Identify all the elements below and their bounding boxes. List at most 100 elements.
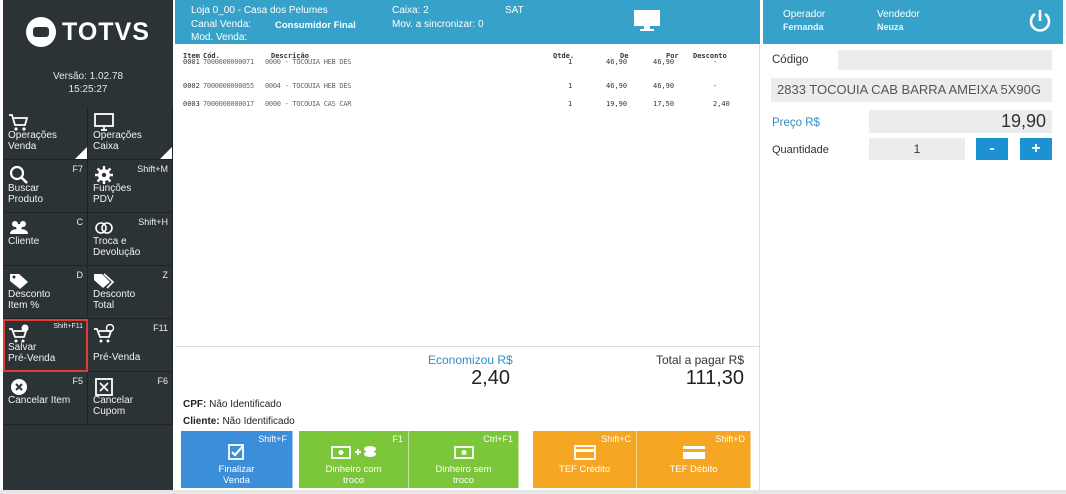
operacoes-venda-button[interactable]: Operações Venda <box>3 107 88 160</box>
cell-item: 0003 <box>183 100 200 108</box>
logo-text: TOTVS <box>62 17 150 46</box>
button-label: Cancelar Cupom <box>93 395 134 417</box>
shortcut-label: F1 <box>392 434 403 444</box>
button-label: TEF Crédito <box>558 464 611 475</box>
desconto-item-button[interactable]: D Desconto Item % <box>3 266 88 319</box>
store-info-bar: Loja 0_00 - Casa dos Pelumes Canal Venda… <box>175 0 760 44</box>
cell-de: 19,90 <box>606 100 628 108</box>
shortcut-label: Shift+D <box>715 434 745 444</box>
total-value: 111,30 <box>685 367 744 389</box>
cell-qtde: 1 <box>568 82 573 90</box>
increase-quantity-button[interactable]: + <box>1020 138 1052 160</box>
dinheiro-sem-troco-button[interactable]: Ctrl+F1 Dinheiro sem troco <box>409 431 519 488</box>
operador-label: Operador <box>783 9 826 20</box>
table-row[interactable]: 0001 7000000000071 0000 - TOCOUIA HEB DE… <box>183 58 743 76</box>
buscar-produto-button[interactable]: F7 Buscar Produto <box>3 160 88 213</box>
totvs-logo: TOTVS <box>3 0 173 64</box>
codigo-input[interactable] <box>838 50 1052 70</box>
shortcut-label: F7 <box>72 164 83 174</box>
power-icon[interactable] <box>1027 8 1053 37</box>
shortcut-label: F11 <box>153 323 168 333</box>
tef-credito-button[interactable]: Shift+C TEF Crédito <box>533 431 637 488</box>
cliente-label: Cliente: <box>183 416 220 427</box>
shortcut-label: Shift+M <box>137 164 168 174</box>
clock: 15:25:27 <box>68 84 108 95</box>
economizou-label: Economizou R$ <box>428 353 513 367</box>
button-label: Funções PDV <box>93 183 132 205</box>
header-qtde: Qtde. <box>553 52 575 60</box>
button-label: Dinheiro sem troco <box>435 464 492 486</box>
cell-item: 0001 <box>183 58 200 66</box>
cell-desc: 0004 - TOCOUIA HEB DES <box>265 82 352 90</box>
table-row[interactable]: 0002 7000000000055 0004 - TOCOUIA HEB DE… <box>183 82 743 100</box>
shortcut-label: C <box>76 217 84 227</box>
submenu-corner <box>75 147 87 159</box>
pre-venda-button[interactable]: F11 Pré-Venda <box>88 319 173 372</box>
button-label: Cliente <box>8 236 40 247</box>
total-label: Total a pagar R$ <box>655 353 744 367</box>
debit-card-icon <box>682 444 706 460</box>
button-label: Desconto Item % <box>8 289 51 311</box>
button-label: Pré-Venda <box>93 352 141 363</box>
cart-save-icon <box>8 324 30 344</box>
shortcut-label: Ctrl+F1 <box>483 434 513 444</box>
cpf-value: Não Identificado <box>209 399 282 410</box>
customer-info: CPF: Não Identificado Cliente: Não Ident… <box>183 396 295 430</box>
quantidade-input[interactable]: 1 <box>869 138 965 160</box>
cart-icon <box>8 112 30 132</box>
funcoes-pdv-button[interactable]: Shift+M Funções PDV <box>88 160 173 213</box>
operacoes-caixa-button[interactable]: Operações Caixa <box>88 107 173 160</box>
users-icon <box>8 218 30 238</box>
tag-icon <box>8 271 30 291</box>
header-por: Por <box>666 52 679 60</box>
cpf-label: CPF: <box>183 399 207 410</box>
tags-icon <box>93 271 115 291</box>
button-label: Salvar Pré-Venda <box>8 342 56 364</box>
dinheiro-com-troco-button[interactable]: F1 Dinheiro com troco <box>299 431 409 488</box>
function-grid: Operações Venda Operações Caixa F7 Busca… <box>3 107 173 425</box>
salvar-pre-venda-button[interactable]: Shift+F11 Salvar Pré-Venda <box>3 319 88 372</box>
header-cod: Cód. <box>203 52 220 60</box>
cell-cod: 7000000000055 <box>203 82 254 90</box>
cancelar-item-button[interactable]: F5 Cancelar Item <box>3 372 88 425</box>
troca-devolucao-button[interactable]: Shift+H Troca e Devolução <box>88 213 173 266</box>
canal-label: Canal Venda: <box>191 19 252 30</box>
payment-bar: Shift+F Finalizar Venda F1 Dinheiro com … <box>181 431 751 488</box>
caixa-label: Caixa: 2 <box>392 5 429 16</box>
decrease-quantity-button[interactable]: - <box>976 138 1008 160</box>
preco-value: 19,90 <box>869 110 1052 133</box>
cell-por: 46,90 <box>653 58 675 66</box>
main-panel: Loja 0_00 - Casa dos Pelumes Canal Venda… <box>175 0 760 490</box>
button-label: Operações Caixa <box>93 130 142 152</box>
shortcut-label: F5 <box>72 376 83 386</box>
cancelar-cupom-button[interactable]: F6 Cancelar Cupom <box>88 372 173 425</box>
cart-clock-icon <box>93 324 115 344</box>
cell-por: 46,90 <box>653 82 675 90</box>
button-label: Troca e Devolução <box>93 236 141 258</box>
cell-cod: 7000000000017 <box>203 100 254 108</box>
cell-desconto: - <box>713 58 718 66</box>
close-square-icon <box>93 377 115 397</box>
table-row[interactable]: 0003 7000000000017 0000 - TOCOUIA CAS CA… <box>183 100 743 118</box>
button-label: Desconto Total <box>93 289 136 311</box>
tef-debito-button[interactable]: Shift+D TEF Débito <box>637 431 751 488</box>
shortcut-label: F6 <box>157 376 168 386</box>
operador-value: Fernanda <box>783 22 824 32</box>
cliente-button[interactable]: C Cliente <box>3 213 88 266</box>
cash-icon <box>453 444 474 460</box>
button-label: Cancelar Item <box>8 395 71 406</box>
cell-qtde: 1 <box>568 58 573 66</box>
store-label: Loja 0_00 - Casa dos Pelumes <box>191 5 328 16</box>
desconto-total-button[interactable]: Z Desconto Total <box>88 266 173 319</box>
finalizar-venda-button[interactable]: Shift+F Finalizar Venda <box>181 431 293 488</box>
header-desconto: Desconto <box>693 52 727 60</box>
product-panel: Operador Fernanda Vendedor Neuza Código … <box>763 0 1063 490</box>
cell-de: 46,90 <box>606 82 628 90</box>
totvs-logo-icon <box>26 17 57 47</box>
monitor-icon[interactable] <box>632 8 662 37</box>
mod-venda-label: Mod. Venda: <box>191 32 248 43</box>
items-table: Item Cód. Descrição Qtde. De Por Descont… <box>183 52 743 118</box>
cell-qtde: 1 <box>568 100 573 108</box>
button-label: Dinheiro com troco <box>325 464 382 486</box>
